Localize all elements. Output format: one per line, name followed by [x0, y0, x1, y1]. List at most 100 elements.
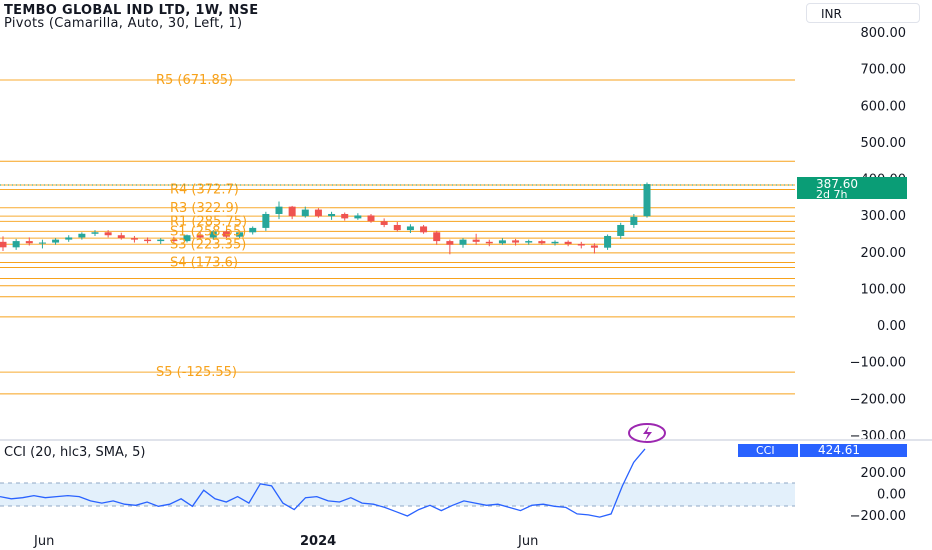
price-axis-label: 0.00	[877, 319, 906, 334]
candle	[393, 222, 401, 232]
candle	[367, 213, 375, 223]
candle-body	[643, 184, 651, 217]
candle-body	[65, 237, 73, 240]
candle	[236, 230, 244, 239]
candle-body	[222, 231, 230, 237]
price-axis-label: −200.00	[850, 392, 906, 407]
cci-line	[0, 448, 646, 518]
candle	[275, 201, 283, 220]
candle-body	[512, 240, 520, 243]
cci-axis: 200.00 0.00 −200.00	[850, 466, 906, 524]
price-axis-label: −100.00	[850, 356, 906, 371]
candle-body	[393, 224, 401, 231]
candle-body	[117, 235, 125, 239]
candle-body	[525, 241, 533, 243]
candle-body	[604, 235, 612, 248]
candle	[590, 243, 598, 254]
candle	[0, 236, 7, 251]
candle-body	[485, 241, 493, 244]
candle	[485, 239, 493, 247]
cci-axis-label: −200.00	[850, 509, 906, 524]
cci-legend[interactable]: CCI (20, hlc3, SMA, 5)	[4, 445, 146, 460]
candle-body	[91, 232, 99, 234]
candle	[617, 222, 625, 239]
candle	[498, 238, 506, 245]
time-label-jun-2023: Jun	[33, 534, 54, 549]
pivot-label: S4 (173.6)	[170, 255, 238, 270]
candle-body	[498, 240, 506, 244]
candle	[288, 205, 296, 220]
pivot-label: S5 (-125.55)	[156, 365, 237, 380]
currency-button[interactable]: INR	[806, 3, 920, 23]
candle-body	[341, 213, 349, 219]
last-price-countdown: 2d 7h	[816, 188, 847, 201]
candle-body	[249, 227, 257, 233]
pivot-label: R3 (322.9)	[170, 201, 239, 216]
candlestick-series	[0, 182, 651, 255]
candle	[222, 229, 230, 239]
candle	[249, 226, 257, 235]
candle	[91, 230, 99, 236]
candle-body	[130, 238, 138, 240]
candle-body	[590, 245, 598, 248]
lightning-alert-icon[interactable]	[628, 423, 666, 443]
candle-body	[551, 241, 559, 244]
candle-body	[380, 221, 388, 225]
candle-body	[25, 241, 33, 244]
price-axis-label: 100.00	[861, 282, 907, 297]
pivot-label: R1 (285.75)	[170, 214, 247, 229]
candle-body	[288, 206, 296, 217]
candle	[196, 231, 204, 239]
candle	[630, 213, 638, 228]
candle	[564, 240, 572, 247]
candle-body	[301, 209, 309, 217]
candle-body	[12, 241, 20, 248]
candle	[262, 211, 270, 231]
candle-body	[367, 215, 375, 222]
pivot-label: S3 (223.35)	[170, 237, 246, 252]
candle-body	[196, 235, 204, 238]
time-axis: Jun 2024 Jun	[33, 534, 538, 549]
pivot-label: S1 (258.55)	[170, 224, 246, 239]
candle-body	[446, 241, 454, 245]
cci-badge: CCI 424.61	[738, 443, 907, 457]
candle	[170, 236, 178, 243]
candle-body	[472, 239, 480, 242]
candle	[117, 232, 125, 240]
time-label-jun-2024: Jun	[517, 534, 538, 549]
candle-body	[433, 232, 441, 242]
candle	[354, 213, 362, 220]
candle	[65, 235, 73, 242]
candle-body	[170, 239, 178, 242]
candle	[538, 239, 546, 245]
candle	[512, 238, 520, 246]
candle	[328, 211, 336, 220]
pivot-labels: R5 (671.85) R4 (372.7) R3 (322.9)R1 (285.7…	[156, 73, 247, 380]
price-axis-label: 800.00	[861, 26, 907, 41]
cci-band	[0, 483, 795, 506]
symbol-title[interactable]: TEMBO GLOBAL IND LTD, 1W, NSE	[4, 3, 259, 18]
time-label-2024: 2024	[300, 534, 336, 549]
candle	[604, 234, 612, 250]
candle-body	[564, 241, 572, 245]
cci-pane	[0, 448, 795, 518]
candle	[183, 234, 191, 243]
candle-body	[630, 216, 638, 225]
candle	[209, 230, 217, 240]
price-axis-label: 500.00	[861, 136, 907, 151]
candle	[314, 208, 322, 218]
cci-badge-label: CCI	[756, 444, 775, 457]
candle-body	[262, 213, 270, 228]
candle	[446, 239, 454, 255]
cci-axis-label: 200.00	[861, 466, 907, 481]
pivot-indicator-legend[interactable]: Pivots (Camarilla, Auto, 30, Left, 1)	[4, 16, 243, 31]
candle	[341, 212, 349, 221]
candle	[420, 224, 428, 234]
candle-body	[354, 215, 362, 219]
candle-body	[314, 209, 322, 217]
candle	[38, 239, 46, 249]
candle	[25, 237, 33, 246]
price-axis-label: 700.00	[861, 63, 907, 78]
pivot-lines	[0, 79, 795, 395]
